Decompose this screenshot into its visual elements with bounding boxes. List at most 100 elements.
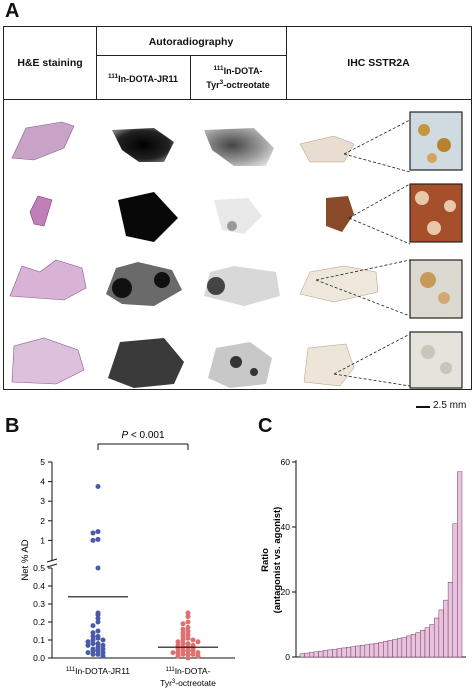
figure-table: H&E staining Autoradiography IHC SSTR2A … [3,26,472,390]
scatter-point [90,641,96,647]
scatter-point [95,615,101,621]
c-bar [443,599,449,658]
scale-bar-line [416,406,430,408]
ihc-zoom-1 [409,111,463,171]
c-bar [336,648,342,658]
scatter-point [170,650,176,656]
autorad-jr11-1 [112,128,174,162]
c-bar [369,643,375,658]
c-bar [452,523,458,658]
y-tick-label: 4 [40,477,45,487]
scatter-point [95,635,101,641]
autorad-tate-3 [204,266,280,306]
scatter-point [185,648,191,654]
ihc-zoom-4 [409,331,463,389]
scatter-point [185,624,191,630]
x-label-jr11: 111In-DOTA-JR11 [66,666,130,676]
panel-c-letter: C [258,415,273,437]
scatter-point [180,648,186,654]
scatter-point [185,632,191,638]
autorad-jr11-2 [118,192,178,242]
scatter-point [195,653,201,659]
scatter-point [95,484,101,489]
c-bar [401,637,407,658]
scale-bar-label: 2.5 mm [433,400,467,411]
c-y-tick-label: 0 [285,652,290,662]
ihc-tissue-1 [299,135,355,163]
x-label-tate-line2: Tyr3-octreotate [160,678,216,688]
tissue-images [9,111,463,389]
scatter-point [95,536,101,542]
y-tick-label: 0.1 [33,635,45,645]
c-bar [346,647,352,658]
divider [190,55,191,99]
c-bar [313,651,319,658]
scatter-point [95,641,101,647]
scatter-point [90,630,96,636]
autorad-tate-1 [204,128,274,166]
scatter-point [180,651,186,657]
scatter-point [185,635,191,641]
c-bar [318,650,324,658]
scatter-point [95,644,101,650]
panel-b-letter: B [5,415,20,437]
scatter-point [175,650,181,656]
c-bar [383,641,389,658]
scatter-point [185,641,191,647]
ihc-tissue-2 [326,196,354,232]
scatter-point [95,612,101,618]
scatter-point [185,614,191,620]
y-tick-label: 1 [40,535,45,545]
scatter-point [190,651,196,657]
c-bar [299,653,305,658]
y-tick-label: 3 [40,496,45,506]
scatter-point [185,655,191,661]
axis-break-mark [46,563,58,568]
c-y-label-2: (antagonist vs. agonist) [272,507,283,614]
scatter-point [95,648,101,654]
scatter-point [90,648,96,654]
scatter-point [190,648,196,654]
divider [286,27,287,99]
scatter-point [180,621,186,627]
c-bar [392,639,398,658]
he-tissue-2 [29,195,53,227]
col-jr11-header: 111In-DOTA-JR11 [108,73,178,84]
scatter-point [180,630,186,636]
pvalue-label: P < 0.001 [121,430,165,441]
scatter-point [195,650,201,656]
y-tick-label: 0.4 [33,581,45,591]
c-bars [299,471,463,658]
he-tissue-4 [11,337,85,385]
scatter-point [100,650,106,656]
scatter-point [95,565,101,571]
scatter-point [100,637,106,643]
divider [96,55,286,56]
he-tissue-1 [11,121,75,161]
c-bar [387,640,393,658]
c-bar [322,650,329,658]
scatter-point [95,628,101,634]
c-bar [410,634,416,658]
scatter-point [175,653,181,659]
c-bar [304,652,310,658]
panel-b-chart: P < 0.001 5 4 3 2 1 0.5 0.4 0.3 0.2 0.1 0.0 Net %… [20,430,235,688]
y-tick-label: 0.3 [33,599,45,609]
c-bar [364,644,370,658]
ihc-header: IHC SSTR2A [347,57,410,69]
c-bar [429,624,435,658]
divider [96,27,97,99]
scatter-point [195,639,201,645]
c-y-tick-label: 20 [281,587,291,597]
c-bar [341,647,347,658]
scatter-point [95,529,101,535]
y-tick-label: 5 [40,457,45,467]
c-bar [355,645,361,658]
c-bar [415,632,421,658]
autorad-tate-2 [214,198,262,234]
scatter-point [100,653,106,659]
scatter-point [100,646,106,652]
c-bar [373,643,379,658]
c-bar [420,630,426,658]
scatter-points [68,484,218,661]
